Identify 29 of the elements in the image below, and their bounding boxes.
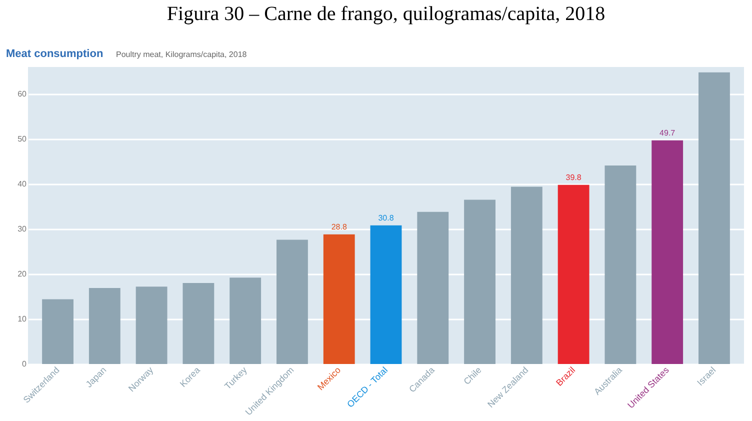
text: Poultry meat, Kilograms/capita, 2018 <box>116 50 248 59</box>
bar <box>510 186 542 364</box>
bar <box>370 225 402 364</box>
y-tick-label: 30 <box>18 224 28 234</box>
y-tick-label: 40 <box>18 180 28 188</box>
data-label: 49.7 <box>660 128 676 138</box>
bar <box>42 299 74 364</box>
bar <box>230 278 262 364</box>
y-tick-label: 50 <box>18 134 28 144</box>
y-tick-label: 10 <box>18 314 28 324</box>
bar <box>652 140 684 364</box>
data-label: 28.8 <box>331 222 348 232</box>
y-tick-label: 20 <box>18 270 28 278</box>
bar <box>464 200 496 364</box>
bar <box>88 288 120 364</box>
bar <box>182 283 214 364</box>
bar <box>276 240 308 364</box>
bar <box>558 184 590 364</box>
bar <box>604 166 636 364</box>
bar <box>698 72 730 364</box>
bar <box>136 286 168 364</box>
bar <box>323 234 355 364</box>
bar <box>417 212 449 364</box>
chart-subtitle: Meat consumption <box>6 48 104 60</box>
y-tick-label: 0 <box>22 360 28 368</box>
chart-title: Figura 30 – Carne de frango, quilogramas/capita, 2018 <box>166 3 606 25</box>
y-tick-label: 60 <box>18 90 28 98</box>
data-label: 39.8 <box>566 172 582 182</box>
data-label: 30.8 <box>378 213 394 222</box>
